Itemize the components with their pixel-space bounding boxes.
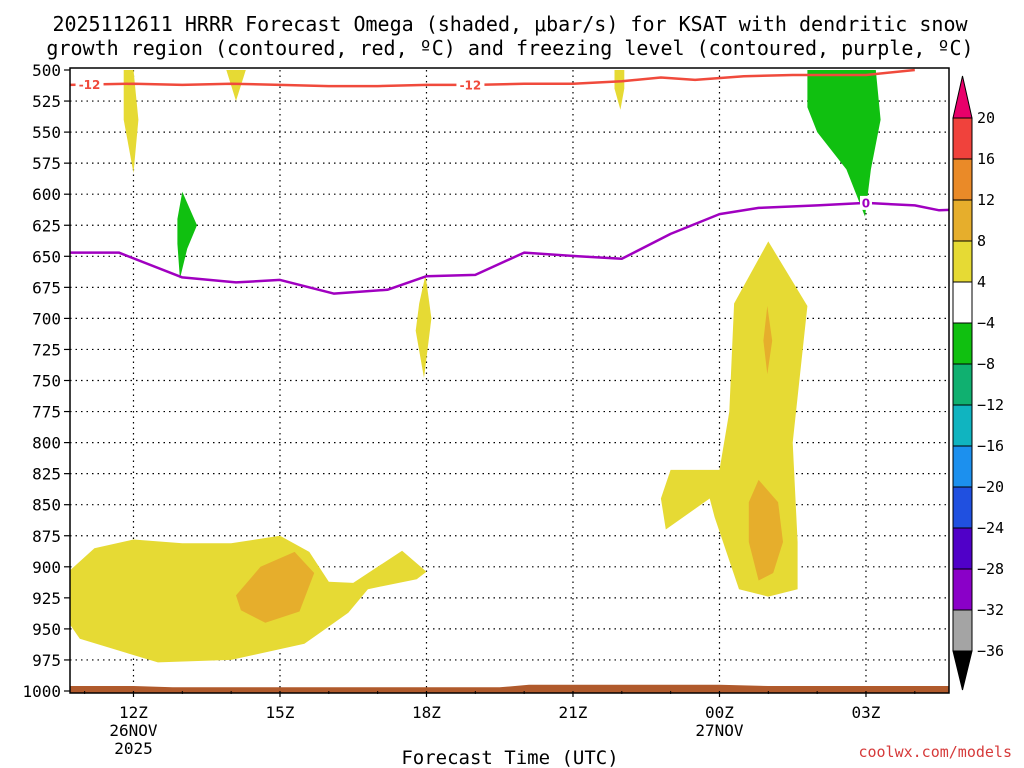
omega-region xyxy=(807,70,881,217)
colorbar-label: 16 xyxy=(977,150,995,168)
contour-label-bg xyxy=(859,195,872,210)
y-tick-label: 925 xyxy=(32,589,61,608)
y-tick-label: 700 xyxy=(32,309,61,328)
omega-region xyxy=(763,306,773,375)
y-tick-label: 650 xyxy=(32,247,61,266)
colorbar-segment xyxy=(952,322,973,365)
x-tick-label: 21Z xyxy=(559,703,588,722)
y-tick-label: 1000 xyxy=(22,682,61,701)
omega-region xyxy=(614,70,625,110)
colorbar-label: 8 xyxy=(977,232,986,250)
y-tick-label: 775 xyxy=(32,403,61,422)
x-tick-year: 2025 xyxy=(114,739,153,758)
y-tick-label: 600 xyxy=(32,185,61,204)
y-tick-label: 525 xyxy=(32,92,61,111)
colorbar-label: −8 xyxy=(977,355,995,373)
x-tick-label: 15Z xyxy=(266,703,295,722)
contour-label: -12 xyxy=(460,78,482,92)
colorbar-segment xyxy=(952,527,973,570)
x-tick-label: 12Z xyxy=(119,703,148,722)
omega-region xyxy=(415,274,432,378)
colorbar-segment xyxy=(952,609,973,652)
colorbar-segment xyxy=(952,158,973,201)
credit-text: coolwx.com/models xyxy=(858,743,1012,761)
omega-region xyxy=(660,241,808,597)
x-tick-label: 18Z xyxy=(412,703,441,722)
x-tick-label: 00Z xyxy=(705,703,734,722)
y-axis: 500 525 550 575 600 625 650 675 700 725 750 775 800 8… xyxy=(22,61,70,701)
y-tick-label: 950 xyxy=(32,620,61,639)
colorbar-segment xyxy=(952,363,973,406)
y-tick-label: 500 xyxy=(32,61,61,80)
y-tick-label: 625 xyxy=(32,216,61,235)
colorbar-segment xyxy=(952,117,973,160)
contour-label: -12 xyxy=(79,78,101,92)
y-tick-label: 550 xyxy=(32,123,61,142)
colorbar-label: 4 xyxy=(977,273,986,291)
colorbar-label: −36 xyxy=(977,642,1004,660)
contour-line xyxy=(70,201,949,295)
ground-layer xyxy=(70,684,949,693)
y-tick-label: 725 xyxy=(32,340,61,359)
contour-label: 0 xyxy=(862,196,870,210)
colorbar-label: 20 xyxy=(977,109,995,127)
colorbar-segment xyxy=(952,199,973,242)
y-tick-label: 875 xyxy=(32,527,61,546)
omega-region xyxy=(177,191,197,279)
x-tick-label: 03Z xyxy=(852,703,881,722)
ground-fill xyxy=(70,684,949,693)
x-tick-date: 26NOV xyxy=(109,721,158,740)
colorbar-label: −4 xyxy=(977,314,995,332)
colorbar-label: −16 xyxy=(977,437,1004,455)
colorbar-segment xyxy=(952,281,973,324)
x-axis-label: Forecast Time (UTC) xyxy=(401,747,618,768)
contour-label-bg xyxy=(75,77,104,92)
colorbar-label: −20 xyxy=(977,478,1004,496)
y-tick-label: 675 xyxy=(32,278,61,297)
colorbar-segment xyxy=(952,445,973,488)
colorbar-label: −32 xyxy=(977,601,1004,619)
contour-label-bg xyxy=(456,77,485,92)
chart-title-line2: growth region (contoured, red, ºC) and f… xyxy=(46,36,973,60)
y-tick-label: 575 xyxy=(32,154,61,173)
y-tick-label: 800 xyxy=(32,434,61,453)
colorbar-label: −28 xyxy=(977,560,1004,578)
contour-line xyxy=(70,68,915,88)
colorbar-label: 12 xyxy=(977,191,995,209)
y-tick-label: 975 xyxy=(32,651,61,670)
omega-region xyxy=(748,479,783,581)
colorbar-segment xyxy=(952,568,973,611)
colorbar: 20 16 12 8 4 −4 −8 −12 −16 −20 −24 −28 −32 −36 xyxy=(952,75,1004,691)
y-tick-label: 850 xyxy=(32,496,61,515)
colorbar-label: −24 xyxy=(977,519,1004,537)
omega-shading xyxy=(70,70,881,663)
contour-lines: -12 -12 0 xyxy=(70,68,949,295)
omega-region xyxy=(226,70,246,101)
x-tick-date: 27NOV xyxy=(695,721,744,740)
y-tick-label: 825 xyxy=(32,465,61,484)
chart-title-line1: 2025112611 HRRR Forecast Omega (shaded, … xyxy=(52,12,968,36)
colorbar-label: −12 xyxy=(977,396,1004,414)
colorbar-bottom-arrow xyxy=(952,650,973,691)
colorbar-segment xyxy=(952,404,973,447)
omega-region xyxy=(236,551,315,623)
y-tick-label: 900 xyxy=(32,558,61,577)
colorbar-segment xyxy=(952,486,973,529)
colorbar-top-arrow xyxy=(952,75,973,119)
y-tick-label: 750 xyxy=(32,372,61,391)
colorbar-segment xyxy=(952,240,973,283)
omega-region xyxy=(123,70,139,174)
